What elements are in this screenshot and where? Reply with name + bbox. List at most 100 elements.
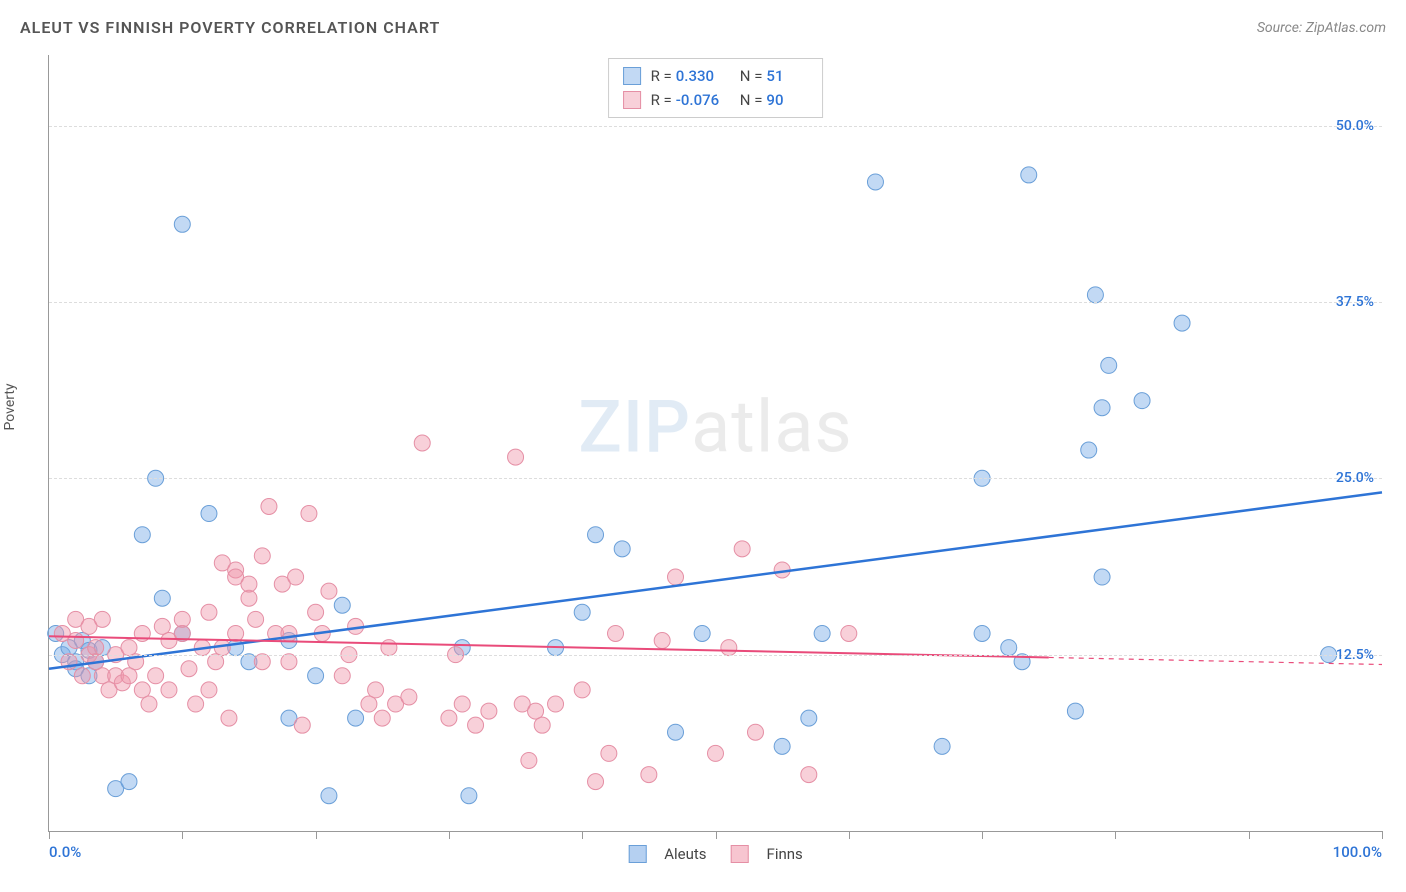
data-point xyxy=(121,774,137,790)
data-point xyxy=(348,710,364,726)
data-point xyxy=(334,597,350,613)
y-axis-label: Poverty xyxy=(2,383,18,430)
data-point xyxy=(974,625,990,641)
legend-swatch xyxy=(731,845,749,863)
x-tick xyxy=(1382,831,1383,839)
data-point xyxy=(174,611,190,627)
y-tick-label: 25.0% xyxy=(1304,470,1374,486)
data-point xyxy=(374,710,390,726)
data-point xyxy=(934,738,950,754)
legend-swatch xyxy=(623,67,641,85)
data-point xyxy=(201,604,217,620)
data-point xyxy=(1087,287,1103,303)
data-point xyxy=(614,541,630,557)
x-tick xyxy=(182,831,183,839)
data-point xyxy=(454,696,470,712)
data-point xyxy=(121,668,137,684)
data-point xyxy=(574,604,590,620)
legend-row: R =0.330N =51 xyxy=(623,64,809,88)
legend-label: Finns xyxy=(767,845,803,863)
y-tick-label: 37.5% xyxy=(1304,294,1374,310)
x-tick xyxy=(582,831,583,839)
legend-item: Finns xyxy=(731,845,803,863)
data-point xyxy=(801,710,817,726)
x-tick xyxy=(1249,831,1250,839)
data-point xyxy=(281,625,297,641)
chart-container: ALEUT VS FINNISH POVERTY CORRELATION CHA… xyxy=(0,0,1406,892)
x-axis-max-label: 100.0% xyxy=(1333,843,1382,861)
data-point xyxy=(1001,640,1017,656)
data-point xyxy=(774,738,790,754)
data-point xyxy=(201,506,217,522)
data-point xyxy=(228,625,244,641)
data-point xyxy=(294,717,310,733)
legend-row: R =-0.076N =90 xyxy=(623,88,809,112)
data-point xyxy=(814,625,830,641)
data-point xyxy=(334,668,350,684)
legend-r-label: R = xyxy=(651,88,672,112)
data-point xyxy=(68,633,84,649)
stats-legend: R =0.330N =51R =-0.076N =90 xyxy=(608,58,824,118)
legend-label: Aleuts xyxy=(664,845,706,863)
data-point xyxy=(1174,315,1190,331)
data-point xyxy=(734,541,750,557)
data-point xyxy=(801,767,817,783)
data-point xyxy=(181,661,197,677)
data-point xyxy=(261,498,277,514)
data-point xyxy=(521,752,537,768)
x-tick xyxy=(849,831,850,839)
gridline xyxy=(49,302,1382,303)
data-point xyxy=(528,703,544,719)
x-tick xyxy=(716,831,717,839)
data-point xyxy=(188,696,204,712)
gridline xyxy=(49,126,1382,127)
x-tick xyxy=(982,831,983,839)
data-point xyxy=(574,682,590,698)
data-point xyxy=(208,654,224,670)
legend-n-value: 51 xyxy=(766,64,794,88)
data-point xyxy=(221,710,237,726)
data-point xyxy=(248,611,264,627)
data-point xyxy=(154,590,170,606)
data-point xyxy=(74,668,90,684)
data-point xyxy=(1101,357,1117,373)
data-point xyxy=(641,767,657,783)
legend-n-label: N = xyxy=(740,64,763,88)
data-point xyxy=(368,682,384,698)
header: ALEUT VS FINNISH POVERTY CORRELATION CHA… xyxy=(20,18,1386,37)
data-point xyxy=(548,696,564,712)
data-point xyxy=(174,216,190,232)
series-legend: Aleuts Finns xyxy=(628,845,803,863)
gridline xyxy=(49,478,1382,479)
plot-area: ZIPatlas R =0.330N =51R =-0.076N =90 Ale… xyxy=(48,55,1382,832)
x-tick xyxy=(1115,831,1116,839)
data-point xyxy=(241,590,257,606)
data-point xyxy=(154,618,170,634)
data-point xyxy=(654,633,670,649)
data-point xyxy=(481,703,497,719)
data-point xyxy=(1021,167,1037,183)
data-point xyxy=(588,527,604,543)
data-point xyxy=(141,696,157,712)
data-point xyxy=(461,788,477,804)
data-point xyxy=(254,654,270,670)
data-point xyxy=(1094,400,1110,416)
data-point xyxy=(134,682,150,698)
data-point xyxy=(668,724,684,740)
data-point xyxy=(288,569,304,585)
data-point xyxy=(241,576,257,592)
legend-item: Aleuts xyxy=(628,845,706,863)
legend-swatch xyxy=(628,845,646,863)
x-tick xyxy=(316,831,317,839)
data-point xyxy=(134,527,150,543)
data-point xyxy=(441,710,457,726)
data-point xyxy=(867,174,883,190)
data-point xyxy=(401,689,417,705)
data-point xyxy=(721,640,737,656)
data-point xyxy=(668,569,684,585)
data-point xyxy=(321,583,337,599)
data-point xyxy=(148,668,164,684)
data-point xyxy=(588,774,604,790)
data-point xyxy=(1134,393,1150,409)
data-point xyxy=(468,717,484,733)
